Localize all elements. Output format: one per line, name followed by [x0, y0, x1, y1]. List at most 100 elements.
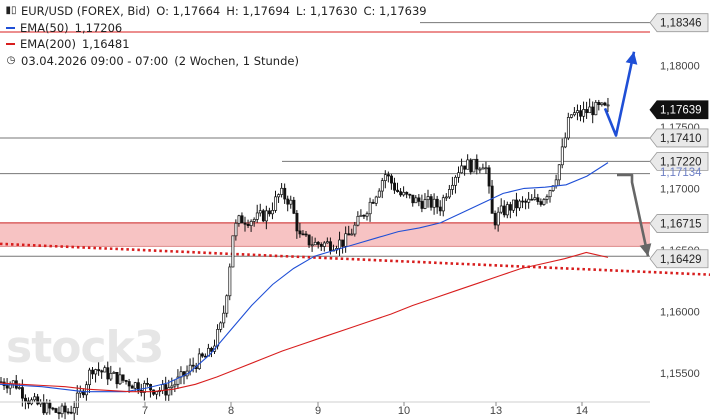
legend-high-label: H: [226, 4, 239, 18]
ema200-line [0, 251, 609, 393]
candle [466, 154, 470, 170]
candle [597, 99, 601, 111]
candle [146, 377, 149, 387]
price-label-text: 1,17220 [660, 156, 702, 168]
candle [527, 192, 531, 209]
candle [204, 353, 207, 358]
candle-body [487, 167, 491, 187]
legend-ema200-label: EMA(200) [20, 37, 76, 51]
price-label-text: 1,16429 [660, 254, 702, 266]
candle-body [319, 244, 323, 247]
candle [396, 182, 400, 193]
candle-body [505, 204, 509, 216]
price-label-text: 1,17410 [660, 133, 702, 145]
candle [603, 101, 607, 107]
candle-body [103, 367, 107, 373]
candle-body [283, 187, 287, 200]
candle-body [475, 158, 479, 170]
candle [255, 204, 259, 223]
candle [66, 408, 70, 415]
candle [347, 225, 351, 236]
candle [243, 216, 247, 232]
candle-body [493, 213, 497, 226]
candle-body [560, 146, 564, 166]
candle-body [509, 204, 512, 211]
price-label-box [649, 249, 709, 269]
candle-body [280, 187, 284, 195]
legend-low: 1,17630 [309, 4, 358, 18]
candle-body [295, 212, 299, 232]
legend-ema200-value: 1,16481 [81, 37, 130, 51]
candle [81, 388, 85, 398]
x-tick-label: 13 [490, 405, 502, 417]
candle [85, 381, 88, 401]
legend-period: (2 Wochen, 1 Stunde) [174, 53, 299, 68]
candle-body [545, 196, 549, 200]
candle-body [582, 109, 586, 117]
trendline [0, 242, 710, 276]
candle-body [512, 199, 515, 211]
candle-body [390, 175, 393, 184]
candle-body [368, 201, 372, 215]
candle-body [457, 172, 461, 178]
legend-date-range: 03.04.2026 09:00 - 07:00 [21, 53, 169, 68]
candle-body [426, 196, 430, 201]
candle [356, 211, 360, 227]
legend-open-label: O: [156, 4, 169, 18]
y-tick-label: 1,15500 [660, 368, 700, 380]
candle-body [231, 235, 235, 268]
candle-body [362, 214, 366, 217]
legend-ema200-row: EMA(200) 1,16481 [4, 36, 427, 53]
candle [417, 194, 421, 207]
candle [45, 399, 49, 415]
candle-body [243, 222, 247, 225]
candle-body [191, 364, 195, 367]
candle [237, 214, 241, 227]
price-label-text: 1,17639 [660, 105, 702, 117]
legend-ema50-label: EMA(50) [20, 20, 69, 35]
candle-body [249, 220, 253, 226]
candle [164, 376, 168, 401]
candle [246, 219, 250, 229]
candle-body [588, 106, 592, 114]
candle [5, 378, 9, 394]
candle [454, 175, 458, 194]
candle [106, 361, 110, 386]
candle-body [377, 190, 381, 198]
candle-body [326, 241, 329, 244]
candle-body [594, 102, 598, 116]
candle [158, 387, 162, 397]
candle [182, 371, 186, 385]
candle-body [374, 196, 378, 204]
candle-body [365, 213, 369, 217]
arrow-head [639, 243, 652, 257]
candle-body [490, 185, 494, 214]
candle [582, 101, 586, 123]
ema50-line [0, 162, 609, 393]
candle-body [42, 401, 46, 414]
candle [60, 403, 64, 418]
price-label: 1,17410 [649, 128, 709, 148]
candle [33, 392, 37, 402]
y-tick-label: 1,18000 [660, 60, 700, 72]
candle [481, 163, 485, 170]
candle-body [45, 402, 49, 414]
candle [268, 207, 271, 217]
candle-body [271, 210, 275, 215]
candle-body [234, 222, 238, 237]
candle-body [219, 322, 223, 330]
candle [399, 188, 403, 197]
candle-body [521, 200, 525, 203]
candle [566, 112, 570, 141]
ema50-swatch [6, 26, 15, 29]
candle-body [33, 396, 37, 401]
candle [222, 305, 226, 328]
candle [121, 374, 125, 383]
candle-body [51, 407, 55, 410]
candle-body [66, 411, 70, 414]
candle-body [341, 239, 345, 247]
candle [54, 407, 58, 413]
forecast-up-arrow [603, 51, 636, 137]
candle-body [88, 369, 91, 386]
